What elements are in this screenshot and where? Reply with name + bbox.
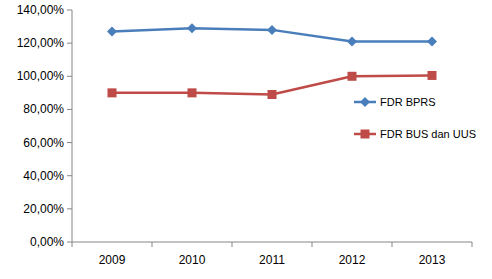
y-tick-label: 40,00% [23,169,64,183]
y-tick-label: 0,00% [30,235,64,249]
x-axis [72,242,472,243]
y-tick [67,175,72,176]
x-tick [392,242,393,247]
x-tick [72,242,73,247]
y-tick [67,76,72,77]
legend-label: FDR BPRS [380,96,436,108]
x-tick [232,242,233,247]
y-tick [67,242,72,243]
legend: FDR BPRS FDR BUS dan UUS [354,96,476,140]
data-point [108,88,117,97]
legend-marker [360,97,370,107]
x-tick [312,242,313,247]
y-tick [67,10,72,11]
y-tick [67,109,72,110]
y-tick-label: 80,00% [23,102,64,116]
data-point [267,25,277,35]
x-tick-label: 2010 [179,253,206,267]
y-tick-label: 20,00% [23,202,64,216]
x-tick-label: 2009 [99,253,126,267]
y-tick [67,43,72,44]
y-tick-label: 100,00% [17,69,65,83]
x-tick [152,242,153,247]
x-tick-label: 2011 [259,253,285,267]
x-tick [472,242,473,247]
y-tick-label: 60,00% [23,136,64,150]
chart-container: 0,00% 20,00% 40,00% 60,00% 80,00% 100,00% 120,… [0,0,492,279]
y-axis [72,10,73,242]
legend-label: FDR BUS dan UUS [380,128,476,140]
data-point [427,36,437,46]
plot-data [107,23,437,99]
legend-marker [361,130,370,139]
x-tick-label: 2012 [339,253,366,267]
data-point [268,90,277,99]
data-point [348,72,357,81]
y-tick-label: 140,00% [17,3,65,17]
y-tick [67,208,72,209]
data-point [107,27,117,37]
data-point [187,23,197,33]
data-point [428,71,437,80]
chart-svg: 0,00% 20,00% 40,00% 60,00% 80,00% 100,00% 120,… [0,0,492,279]
y-tick [67,142,72,143]
y-tick-label: 120,00% [17,36,65,50]
data-point [188,88,197,97]
data-point [347,36,357,46]
x-tick-label: 2013 [419,253,446,267]
